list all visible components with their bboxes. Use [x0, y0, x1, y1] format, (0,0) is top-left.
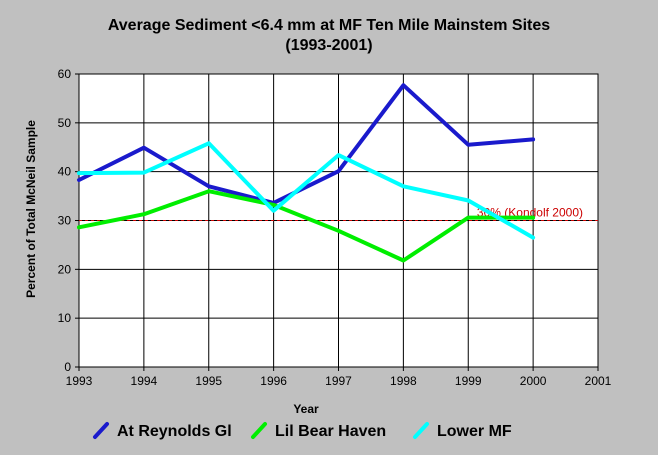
- legend-swatch: [93, 422, 109, 439]
- x-tick-label: 1996: [260, 374, 287, 388]
- x-tick-label: 2000: [520, 374, 547, 388]
- x-tick-label: 1993: [66, 374, 93, 388]
- y-tick-label: 0: [64, 360, 71, 374]
- x-tick-label: 1999: [455, 374, 482, 388]
- series-line: [77, 83, 536, 205]
- x-tick-label: 2001: [585, 374, 612, 388]
- x-tick-label: 1994: [131, 374, 158, 388]
- series-lines: [77, 83, 536, 263]
- y-tick-label: 10: [58, 311, 72, 325]
- chart-subtitle: (1993-2001): [285, 37, 372, 54]
- legend: At Reynolds Gl Lil Bear Haven Lower MF: [93, 422, 512, 440]
- y-tick-label: 30: [58, 214, 72, 228]
- x-tick-labels: 1993 1994 1995 1996 1997 1998 1999 2000 2001: [66, 374, 612, 388]
- x-tick-label: 1995: [195, 374, 222, 388]
- legend-label: Lower MF: [437, 423, 512, 440]
- y-axis-label: Percent of Total McNeil Sample: [24, 120, 38, 298]
- x-tick-label: 1997: [325, 374, 352, 388]
- legend-label: Lil Bear Haven: [275, 423, 386, 440]
- series-line: [77, 141, 536, 240]
- y-tick-label: 20: [58, 262, 72, 276]
- series-line: [77, 189, 536, 263]
- y-tick-label: 50: [58, 116, 72, 130]
- legend-swatch: [413, 422, 429, 439]
- x-axis-label: Year: [293, 402, 319, 416]
- legend-label: At Reynolds Gl: [117, 423, 232, 440]
- chart-title: Average Sediment <6.4 mm at MF Ten Mile …: [108, 17, 550, 34]
- y-tick-labels: 0 10 20 30 40 50 60: [58, 67, 72, 374]
- y-tick-label: 60: [58, 67, 72, 81]
- x-tick-label: 1998: [390, 374, 417, 388]
- legend-swatch: [251, 422, 267, 439]
- y-tick-label: 40: [58, 165, 72, 179]
